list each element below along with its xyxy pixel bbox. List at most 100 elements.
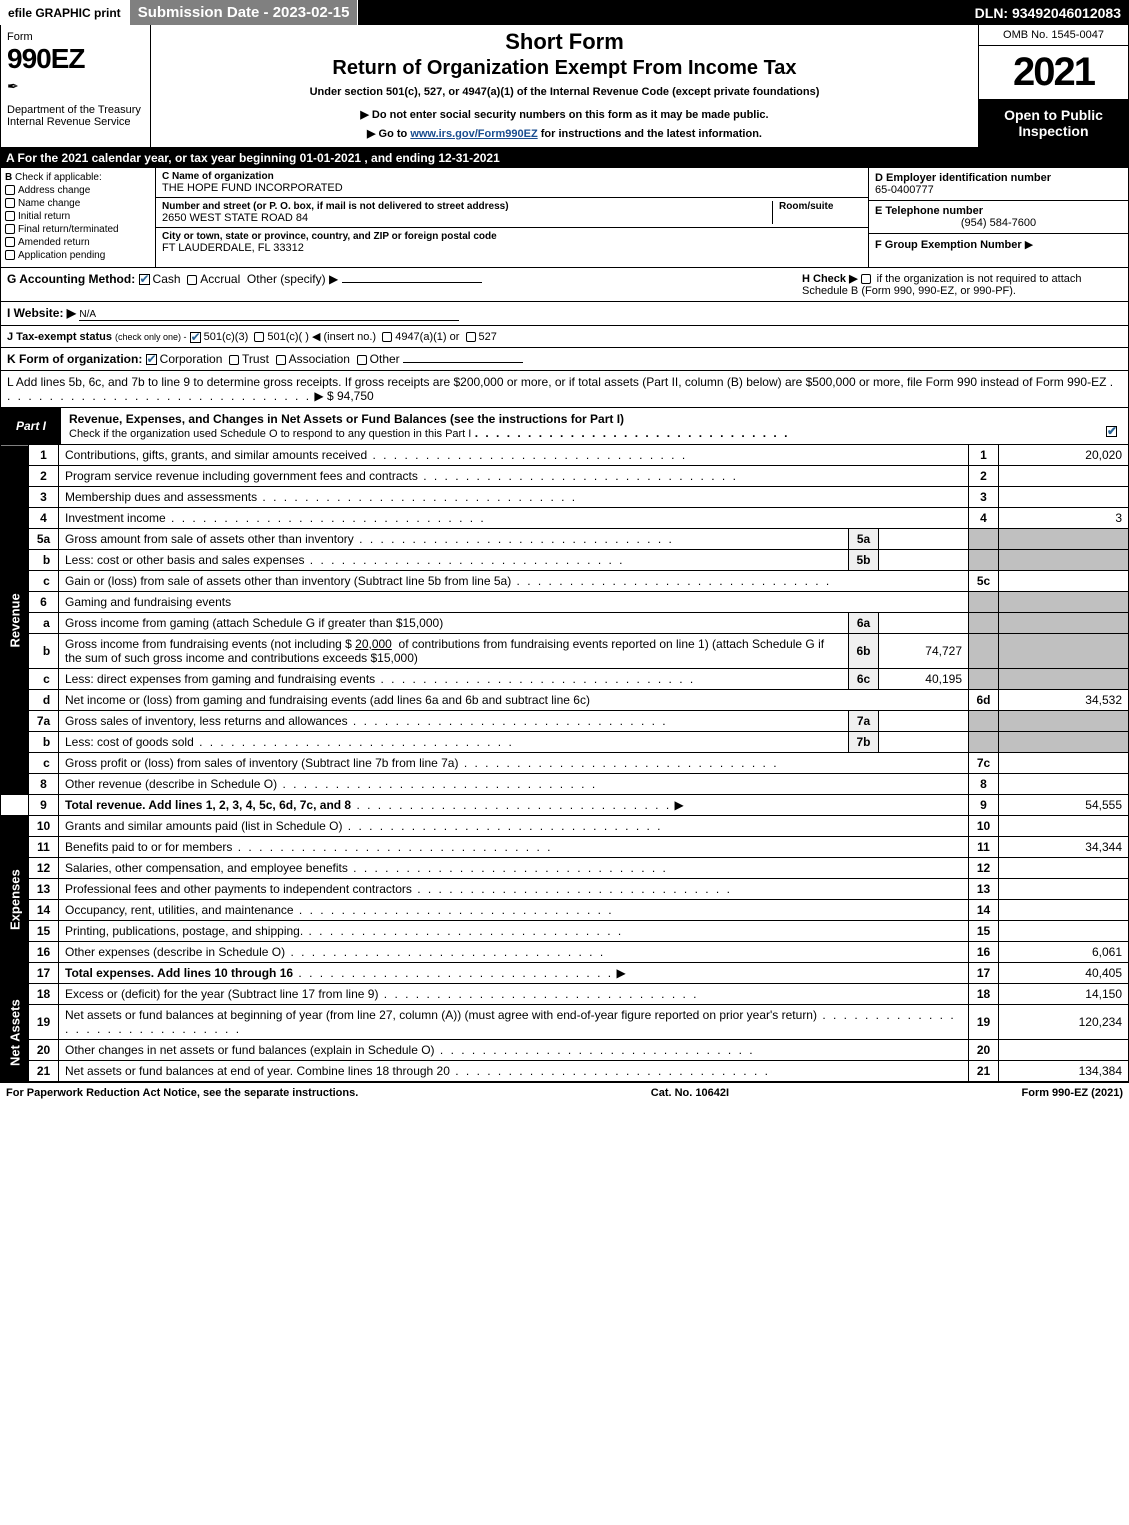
l12-num: 12 [29, 858, 59, 879]
part-i-label: Part I [1, 408, 61, 444]
l6c-num: c [29, 669, 59, 690]
g-cash: Cash [153, 272, 181, 286]
l3-num: 3 [29, 487, 59, 508]
l10-rn: 10 [969, 816, 999, 837]
part-i-desc: Revenue, Expenses, and Changes in Net As… [61, 408, 1128, 444]
opt-pending: Application pending [18, 250, 105, 261]
l18-val: 14,150 [999, 984, 1129, 1005]
l6c-desc: Less: direct expenses from gaming and fu… [65, 672, 375, 686]
l20-rn: 20 [969, 1040, 999, 1061]
l5c-desc: Gain or (loss) from sale of assets other… [65, 574, 511, 588]
section-def: D Employer identification number 65-0400… [868, 168, 1128, 267]
check-final-return[interactable]: Final return/terminated [5, 224, 151, 235]
l-value: 94,750 [337, 389, 374, 403]
opt-final: Final return/terminated [18, 224, 119, 235]
l6a-iv [879, 613, 969, 634]
l18-num: 18 [29, 984, 59, 1005]
irs-link[interactable]: www.irs.gov/Form990EZ [410, 128, 537, 140]
l3-val [999, 487, 1129, 508]
phone-value: (954) 584-7600 [875, 217, 1122, 229]
opt-amended: Amended return [18, 237, 90, 248]
part-i-check[interactable] [1106, 426, 1117, 437]
l6-shaded [969, 592, 999, 613]
l18-desc: Excess or (deficit) for the year (Subtra… [65, 987, 378, 1001]
k-other-blank[interactable] [403, 362, 523, 363]
check-527[interactable] [466, 332, 476, 342]
l21-val: 134,384 [999, 1061, 1129, 1082]
l6-shaded-val [999, 592, 1129, 613]
l-arrow: ▶ $ [314, 389, 333, 403]
j-4947: 4947(a)(1) or [395, 331, 459, 343]
check-4947[interactable] [382, 332, 392, 342]
l6a-shaded-val [999, 613, 1129, 634]
l6b-desc-cell: Gross income from fundraising events (no… [59, 634, 849, 669]
l21-num: 21 [29, 1061, 59, 1082]
check-501c[interactable] [254, 332, 264, 342]
efile-label: efile GRAPHIC print [0, 0, 130, 25]
check-h[interactable] [861, 274, 871, 284]
check-name-change[interactable]: Name change [5, 198, 151, 209]
l6a-shaded [969, 613, 999, 634]
g-label: G Accounting Method: [7, 272, 135, 286]
j-note: (check only one) - [115, 332, 187, 342]
l17-num: 17 [29, 963, 59, 984]
l3-rn: 3 [969, 487, 999, 508]
l19-desc: Net assets or fund balances at beginning… [65, 1008, 817, 1022]
footer-center: Cat. No. 10642I [651, 1087, 729, 1099]
row-g-h: G Accounting Method: Cash Accrual Other … [0, 268, 1129, 302]
row-h: H Check ▶ if the organization is not req… [802, 272, 1122, 297]
l5a-desc: Gross amount from sale of assets other t… [65, 532, 354, 546]
check-other-org[interactable] [357, 355, 367, 365]
l-text: L Add lines 5b, 6c, and 7b to line 9 to … [7, 375, 1106, 389]
check-trust[interactable] [229, 355, 239, 365]
l7b-in: 7b [849, 732, 879, 753]
l6a-in: 6a [849, 613, 879, 634]
l6c-in: 6c [849, 669, 879, 690]
l20-num: 20 [29, 1040, 59, 1061]
l10-num: 10 [29, 816, 59, 837]
l18-rn: 18 [969, 984, 999, 1005]
l6b-in: 6b [849, 634, 879, 669]
l13-num: 13 [29, 879, 59, 900]
section-b: B Check if applicable: Address change Na… [1, 168, 156, 267]
check-accrual[interactable] [187, 275, 197, 285]
l16-rn: 16 [969, 942, 999, 963]
ssn-notice: ▶ Do not enter social security numbers o… [161, 108, 968, 121]
header-left: Form 990EZ ✒ Department of the Treasury … [1, 25, 151, 147]
tax-year: 2021 [979, 46, 1128, 99]
l13-rn: 13 [969, 879, 999, 900]
l12-rn: 12 [969, 858, 999, 879]
l19-val: 120,234 [999, 1005, 1129, 1040]
irs-label: Internal Revenue Service [7, 116, 144, 128]
opt-address: Address change [18, 185, 90, 196]
org-street: 2650 WEST STATE ROAD 84 [162, 212, 772, 224]
check-amended-return[interactable]: Amended return [5, 237, 151, 248]
section-c: C Name of organization THE HOPE FUND INC… [156, 168, 868, 267]
l11-desc: Benefits paid to or for members [65, 840, 232, 854]
check-cash[interactable] [139, 274, 150, 285]
g-accrual: Accrual [200, 272, 240, 286]
l14-val [999, 900, 1129, 921]
check-corporation[interactable] [146, 354, 157, 365]
opt-initial: Initial return [18, 211, 70, 222]
check-association[interactable] [276, 355, 286, 365]
check-address-change[interactable]: Address change [5, 185, 151, 196]
l6b-shaded-val [999, 634, 1129, 669]
l11-num: 11 [29, 837, 59, 858]
l6a-num: a [29, 613, 59, 634]
check-initial-return[interactable]: Initial return [5, 211, 151, 222]
check-application-pending[interactable]: Application pending [5, 250, 151, 261]
l8-val [999, 774, 1129, 795]
l4-rn: 4 [969, 508, 999, 529]
g-other-blank[interactable] [342, 282, 482, 283]
l17-rn: 17 [969, 963, 999, 984]
l6d-desc: Net income or (loss) from gaming and fun… [65, 693, 590, 707]
l7c-val [999, 753, 1129, 774]
form-word: Form [7, 31, 144, 43]
j-501c: 501(c)( ) ◀ (insert no.) [267, 331, 376, 343]
l17-desc: Total expenses. Add lines 10 through 16 [65, 966, 293, 980]
check-501c3[interactable] [190, 332, 201, 343]
l7a-desc: Gross sales of inventory, less returns a… [65, 714, 348, 728]
l13-val [999, 879, 1129, 900]
l5b-desc: Less: cost or other basis and sales expe… [65, 553, 304, 567]
